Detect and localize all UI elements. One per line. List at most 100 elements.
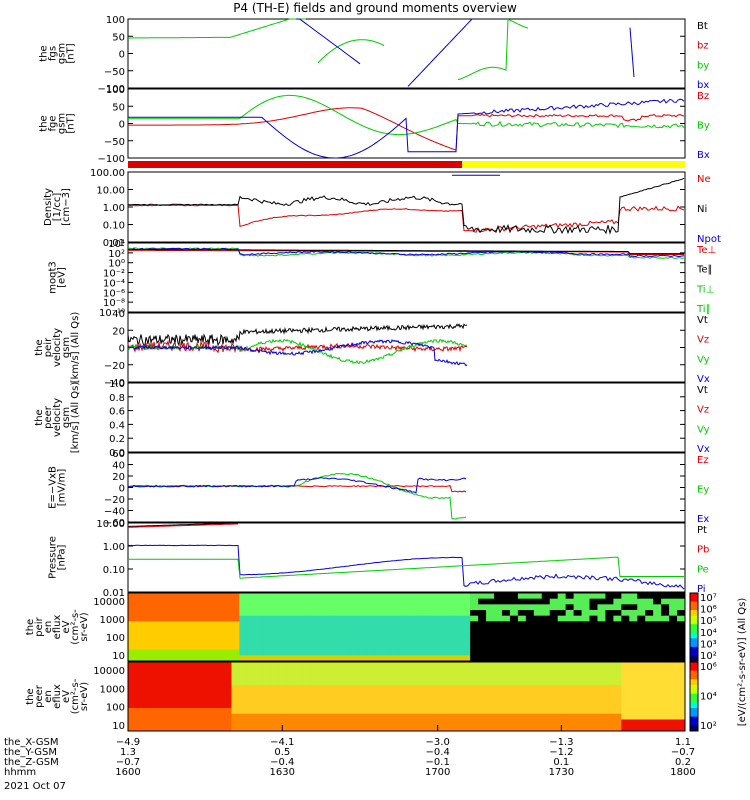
spectrogram-cell bbox=[422, 604, 431, 611]
spectrogram-cell bbox=[517, 667, 527, 674]
spectrogram-cell bbox=[613, 713, 622, 720]
spectrogram-cell bbox=[247, 702, 256, 709]
spectrogram-cell bbox=[295, 621, 304, 628]
spectrogram-cell bbox=[557, 638, 567, 645]
spectrogram-cell bbox=[589, 690, 598, 697]
spectrogram-cell bbox=[342, 708, 352, 715]
spectrogram-cell bbox=[128, 667, 137, 674]
spectrogram-cell bbox=[661, 610, 670, 617]
spectrogram-cell bbox=[390, 679, 400, 686]
spectrogram-cell bbox=[533, 627, 543, 634]
spectrogram-cell bbox=[199, 610, 209, 617]
spectrogram-cell bbox=[454, 725, 463, 732]
spectrogram-cell bbox=[342, 685, 352, 692]
spectrogram-cell bbox=[462, 598, 471, 605]
spectrogram-cell bbox=[231, 685, 240, 692]
spectrogram-cell bbox=[390, 667, 400, 674]
spectrogram-cell bbox=[334, 644, 344, 651]
x-tick-label: 0.5 bbox=[274, 747, 290, 758]
spectrogram-cell bbox=[613, 679, 622, 686]
spectrogram-cell bbox=[326, 655, 336, 662]
spectrogram-cell bbox=[478, 702, 487, 709]
spectrogram-cell bbox=[494, 679, 503, 686]
series-ey bbox=[127, 472, 467, 520]
spectrogram-cell bbox=[581, 702, 591, 709]
spectrogram-cell bbox=[311, 598, 320, 605]
spectrogram-cell bbox=[334, 632, 344, 639]
spectrogram-cell bbox=[318, 662, 328, 669]
spectrogram-cell bbox=[318, 644, 328, 651]
spectrogram-cell bbox=[494, 593, 503, 600]
spectrogram-cell bbox=[199, 719, 209, 726]
spectrogram-cell bbox=[175, 644, 185, 651]
spectrogram-cell bbox=[135, 702, 145, 709]
spectrogram-cell bbox=[239, 708, 248, 715]
spectrogram-cell bbox=[494, 627, 503, 634]
spectrogram-cell bbox=[470, 638, 479, 645]
spectrogram-cell bbox=[128, 725, 137, 732]
spectrogram-cell bbox=[175, 696, 185, 703]
spectrogram-cell bbox=[669, 713, 678, 720]
spectrogram-cell bbox=[239, 638, 248, 645]
spectrogram-cell bbox=[549, 690, 559, 697]
panel-frame-efield bbox=[127, 452, 686, 523]
spectrogram-cell bbox=[501, 638, 511, 645]
spectrogram-cell bbox=[223, 725, 232, 732]
spectrogram-cell bbox=[470, 713, 479, 720]
spectrogram-cell bbox=[398, 615, 407, 622]
spectrogram-cell bbox=[358, 713, 368, 720]
spectrogram-cell bbox=[470, 610, 479, 617]
spectrogram-cell bbox=[645, 719, 654, 726]
spectrogram-cell bbox=[645, 673, 654, 680]
spectrogram-cell bbox=[350, 685, 360, 692]
spectrogram-cell bbox=[199, 598, 209, 605]
spectrogram-cell bbox=[175, 719, 185, 726]
spectrogram-cell bbox=[589, 708, 598, 715]
spectrogram-cell bbox=[621, 708, 630, 715]
colorbar-cell bbox=[690, 641, 698, 645]
spectrogram-cell bbox=[215, 696, 224, 703]
y-tick-label: 10000 bbox=[93, 666, 125, 677]
spectrogram-cell bbox=[191, 685, 201, 692]
spectrogram-cell bbox=[470, 725, 479, 732]
spectrogram-cell bbox=[199, 673, 209, 680]
spectrogram-cell bbox=[478, 725, 487, 732]
mode-bar-segment bbox=[128, 161, 463, 168]
spectrogram-cell bbox=[318, 713, 328, 720]
spectrogram-cell bbox=[406, 725, 415, 732]
y-tick-label: 40 bbox=[112, 309, 125, 320]
spectrogram-cell bbox=[358, 662, 368, 669]
spectrogram-cell bbox=[677, 725, 686, 732]
colorbar-cell bbox=[690, 673, 698, 677]
spectrogram-cell bbox=[533, 604, 543, 611]
spectrogram-cell bbox=[637, 621, 646, 628]
spectrogram-cell bbox=[350, 690, 360, 697]
spectrogram-cell bbox=[128, 708, 137, 715]
spectrogram-cell bbox=[661, 644, 670, 651]
spectrogram-cell bbox=[470, 621, 479, 628]
spectrogram-cell bbox=[255, 685, 264, 692]
spectrogram-cell bbox=[669, 708, 678, 715]
spectrogram-cell bbox=[494, 615, 503, 622]
spectrogram-cell bbox=[478, 593, 487, 600]
series-ne bbox=[127, 204, 685, 233]
panel-label-peirvel: thepeirvelocitygsm[km/s] (All Qs) bbox=[34, 312, 81, 384]
spectrogram-cell bbox=[430, 719, 439, 726]
spectrogram-cell bbox=[597, 655, 606, 662]
spectrogram-cell bbox=[271, 655, 280, 662]
spectrogram-cell bbox=[223, 655, 232, 662]
chart-title: P4 (TH-E) fields and ground moments over… bbox=[233, 1, 517, 15]
spectrogram-cell bbox=[629, 649, 638, 656]
spectrogram-cell bbox=[295, 713, 304, 720]
spectrogram-cell bbox=[382, 713, 392, 720]
spectrogram-cell bbox=[517, 655, 527, 662]
spectrogram-cell bbox=[255, 673, 264, 680]
spectrogram-cell bbox=[207, 690, 217, 697]
legend-fge-By: By bbox=[697, 121, 710, 132]
spectrogram-cell bbox=[135, 690, 145, 697]
spectrogram-cell bbox=[239, 719, 248, 726]
spectrogram-cell bbox=[151, 702, 161, 709]
spectrogram-cell bbox=[565, 593, 575, 600]
spectrogram-cell bbox=[382, 679, 392, 686]
spectrogram-cell bbox=[494, 655, 503, 662]
